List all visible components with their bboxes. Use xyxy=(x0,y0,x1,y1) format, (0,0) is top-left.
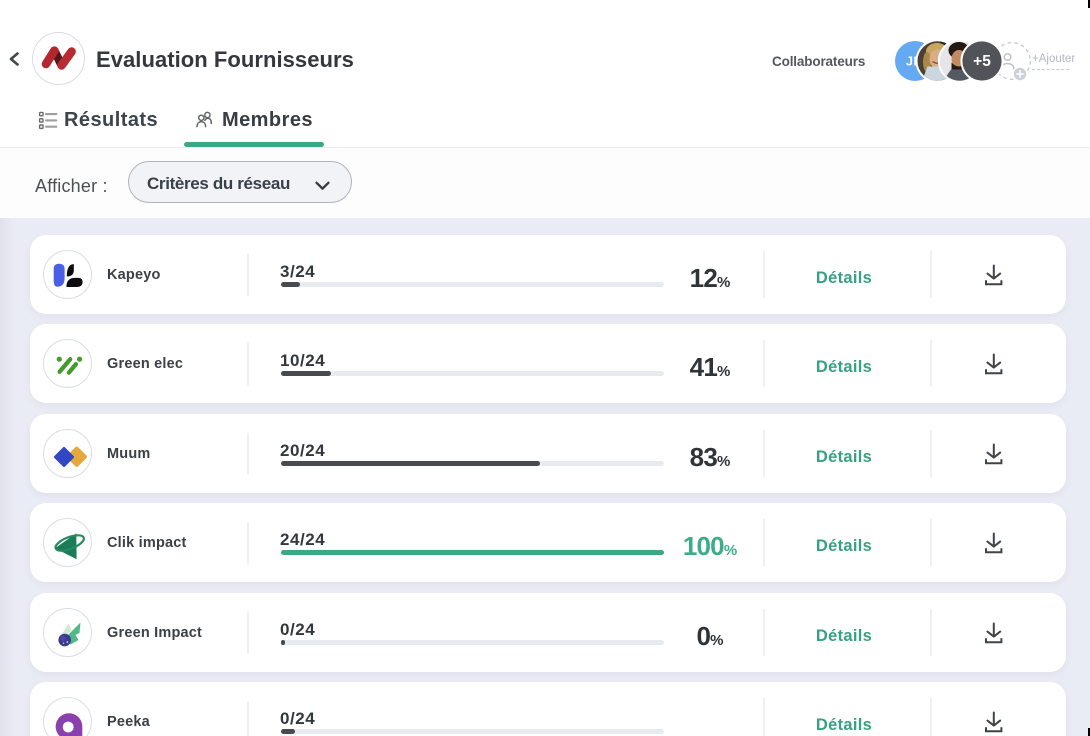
svg-text:+5: +5 xyxy=(973,53,991,70)
